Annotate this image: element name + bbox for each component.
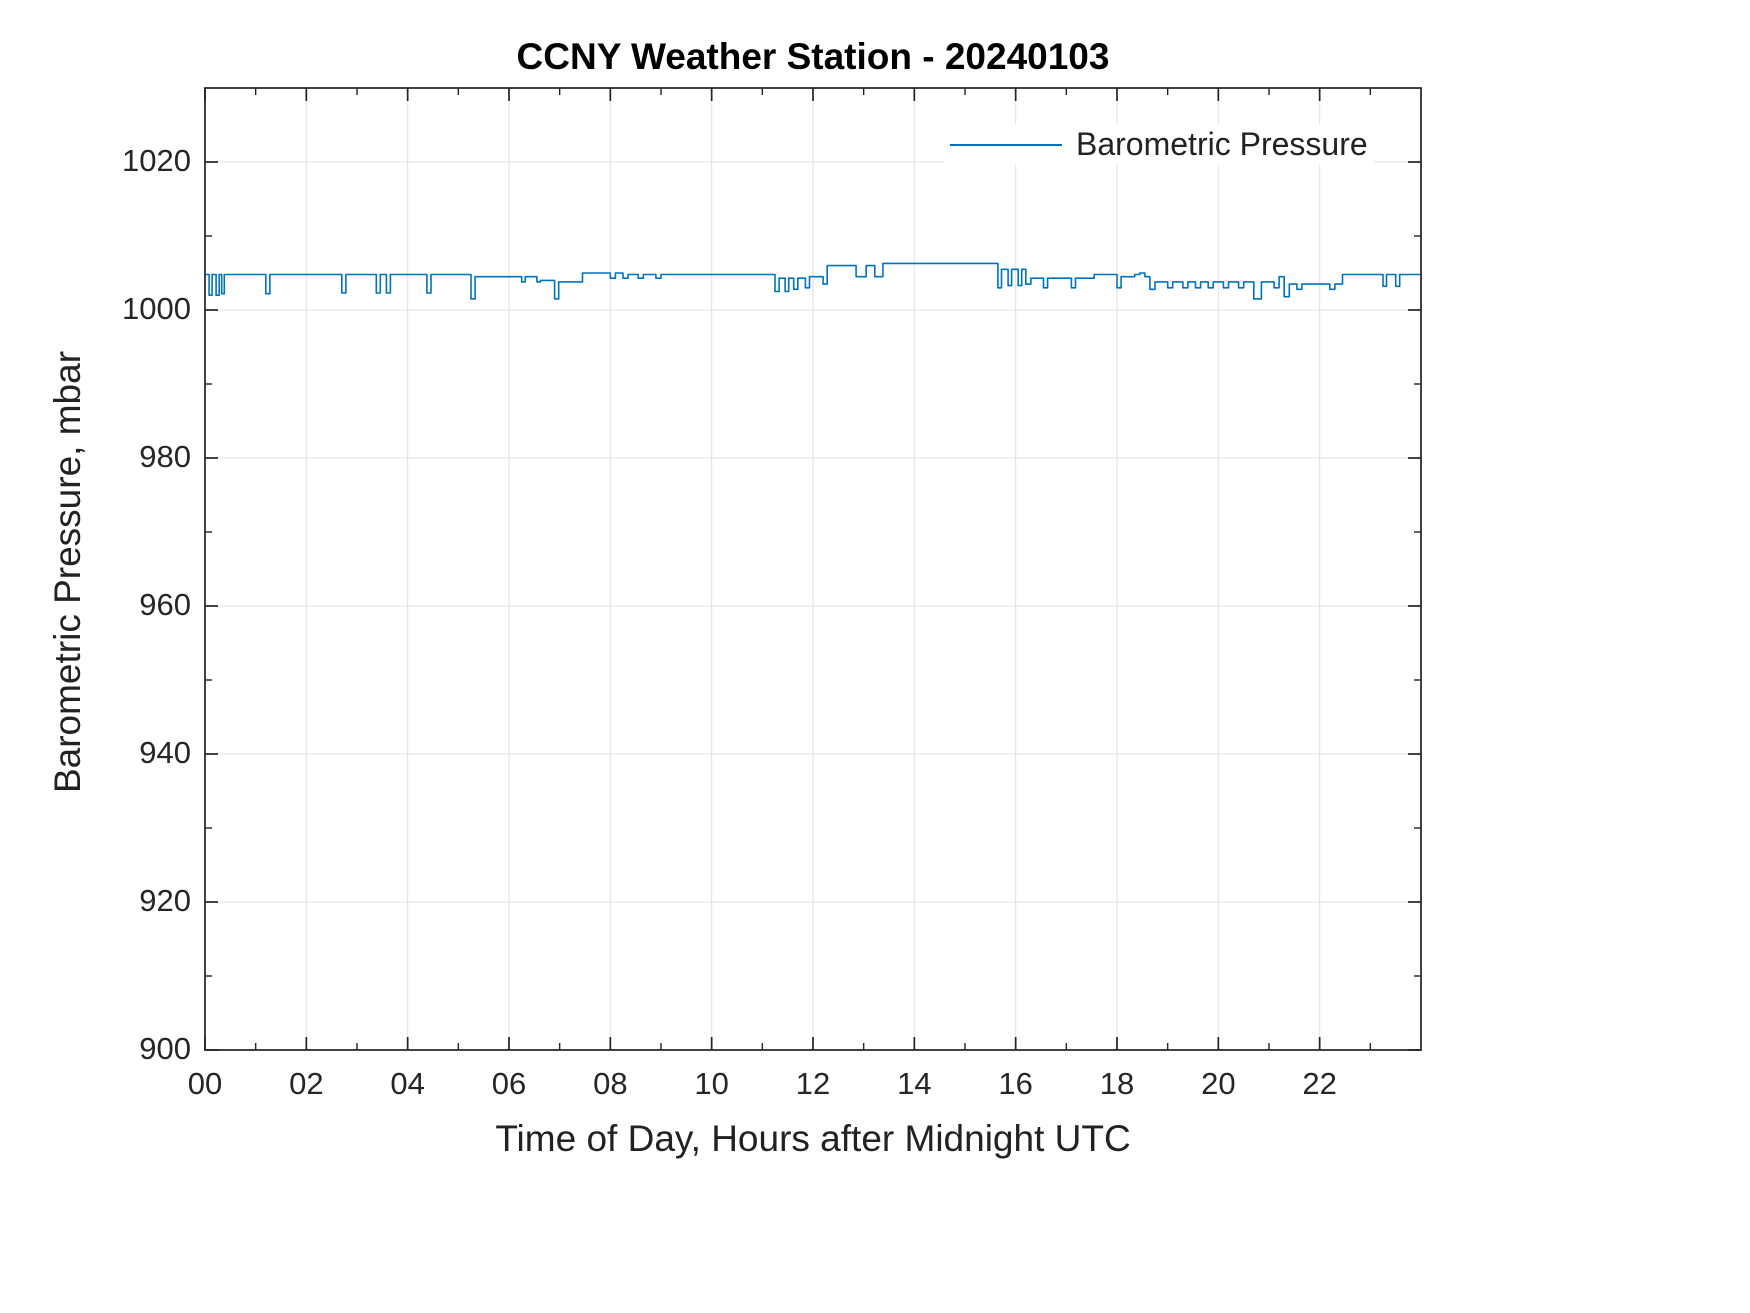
x-tick-label: 12 — [795, 1066, 831, 1101]
x-axis-label: Time of Day, Hours after Midnight UTC — [495, 1118, 1131, 1159]
x-tick-label: 00 — [187, 1066, 223, 1101]
y-tick-label: 1000 — [122, 291, 191, 326]
y-tick-label: 900 — [139, 1031, 191, 1066]
y-tick-label: 920 — [139, 883, 191, 918]
x-tick-label: 08 — [593, 1066, 628, 1101]
legend: Barometric Pressure — [944, 124, 1374, 165]
x-tick-label: 04 — [390, 1066, 425, 1101]
legend-line-sample-icon — [950, 143, 1062, 146]
y-tick-label: 980 — [139, 439, 191, 474]
x-tick-label: 18 — [1099, 1066, 1135, 1101]
x-tick-label: 16 — [998, 1066, 1033, 1101]
x-tick-label: 14 — [897, 1066, 932, 1101]
y-tick-label: 940 — [139, 735, 191, 770]
x-tick-label: 06 — [491, 1066, 527, 1101]
legend-entry-label: Barometric Pressure — [1076, 126, 1368, 162]
y-axis-label: Barometric Pressure, mbar — [47, 350, 88, 794]
chart-title: CCNY Weather Station - 20240103 — [516, 36, 1110, 77]
y-tick-label: 960 — [139, 587, 191, 622]
x-tick-label: 22 — [1302, 1066, 1337, 1101]
x-tick-label: 10 — [694, 1066, 729, 1101]
y-tick-label: 1020 — [122, 143, 191, 178]
x-tick-label: 02 — [289, 1066, 324, 1101]
series-line — [205, 262, 1421, 300]
x-tick-label: 20 — [1201, 1066, 1236, 1101]
